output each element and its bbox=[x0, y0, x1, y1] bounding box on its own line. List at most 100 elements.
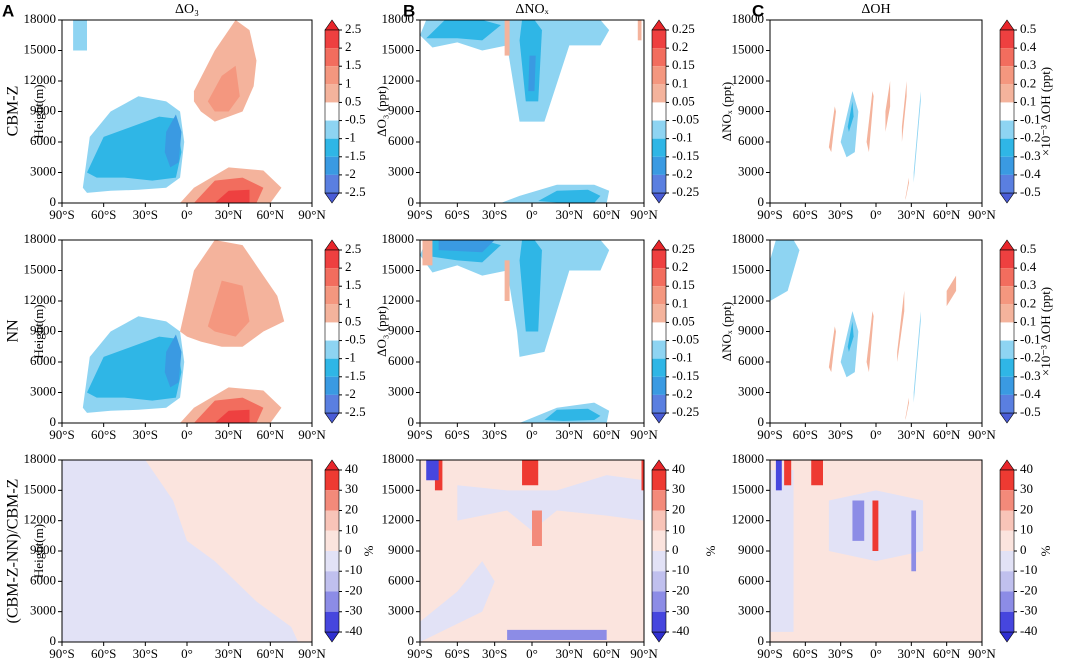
colorbar-segment bbox=[1000, 66, 1014, 85]
colorbar-segment bbox=[325, 48, 339, 67]
x-tick-label: 60°S bbox=[91, 207, 116, 222]
contour-region bbox=[214, 189, 250, 203]
panel-letter: A bbox=[2, 1, 14, 20]
y-tick-label: 6000 bbox=[388, 133, 414, 148]
colorbar-segment bbox=[1000, 611, 1014, 632]
y-tick-label: 3000 bbox=[388, 163, 414, 178]
colorbar-tick-label: 0.3 bbox=[1020, 277, 1036, 292]
x-tick-label: 30°S bbox=[482, 646, 507, 661]
colorbar-tick-label: 0.5 bbox=[1020, 21, 1036, 36]
y-tick-label: 9000 bbox=[30, 322, 56, 337]
colorbar-tick-label: -0.3 bbox=[1020, 368, 1041, 383]
y-tick-label: 0 bbox=[50, 633, 57, 648]
contour-region bbox=[164, 114, 182, 168]
x-tick-label: 30°S bbox=[133, 207, 158, 222]
x-tick-label: 0° bbox=[181, 646, 193, 661]
colorbar-tick-label: 1 bbox=[345, 295, 352, 310]
colorbar-tick-label: 20 bbox=[672, 501, 685, 516]
colorbar-extend bbox=[324, 412, 340, 424]
colorbar-segment bbox=[652, 394, 666, 413]
colorbar-tick-label: 40 bbox=[1020, 461, 1033, 476]
y-tick-label: 18000 bbox=[382, 11, 415, 26]
colorbar-segment bbox=[1000, 286, 1014, 305]
x-tick-label: 60°N bbox=[257, 207, 285, 222]
colorbar-frame bbox=[651, 249, 667, 414]
x-tick-label: 60°N bbox=[933, 427, 961, 442]
colorbar-segment bbox=[325, 322, 339, 341]
colorbar-tick-label: -0.15 bbox=[672, 148, 699, 163]
colorbar-segment bbox=[1000, 30, 1014, 49]
colorbar-tick-label: -0.2 bbox=[1020, 350, 1041, 365]
panel-letter: C bbox=[752, 1, 764, 20]
colorbar-tick-label: -0.2 bbox=[672, 386, 693, 401]
x-tick-label: 90°S bbox=[407, 427, 432, 442]
colorbar-extend bbox=[324, 239, 340, 251]
x-tick-label: 90°S bbox=[757, 427, 782, 442]
contour-region bbox=[507, 629, 607, 640]
y-tick-label: 3000 bbox=[388, 603, 414, 618]
row-label: (CBM-Z-NN)/CBM-Z bbox=[5, 479, 22, 624]
x-tick-label: 60°N bbox=[593, 427, 621, 442]
colorbar-tick-label: 0.4 bbox=[1020, 259, 1037, 274]
x-tick-label: 0° bbox=[181, 427, 193, 442]
colorbar-tick-label: -1 bbox=[345, 130, 356, 145]
plot-frame bbox=[769, 239, 983, 424]
x-tick-label: 30°N bbox=[556, 646, 584, 661]
y-tick-label: 15000 bbox=[24, 481, 57, 496]
x-tick-label: 90°N bbox=[298, 646, 326, 661]
colorbar-tick-label: -0.25 bbox=[672, 404, 699, 419]
colorbar-tick-label: -40 bbox=[1020, 623, 1037, 638]
colorbar-tick-label: 1 bbox=[345, 75, 352, 90]
colorbar-segment bbox=[325, 120, 339, 139]
colorbar-extend bbox=[651, 19, 667, 31]
x-tick-label: 90°N bbox=[968, 427, 996, 442]
colorbar-segment bbox=[325, 30, 339, 49]
x-tick-label: 30°S bbox=[828, 427, 853, 442]
colorbar-tick-label: -2 bbox=[345, 166, 356, 181]
colorbar-segment bbox=[325, 84, 339, 103]
y-tick-label: 9000 bbox=[388, 542, 414, 557]
colorbar-segment bbox=[652, 611, 666, 632]
colorbar-tick-label: 10 bbox=[345, 522, 358, 537]
colorbar-tick-label: 0.25 bbox=[672, 241, 695, 256]
colorbar-extend bbox=[651, 459, 667, 471]
colorbar-segment bbox=[325, 250, 339, 269]
colorbar-frame bbox=[999, 29, 1015, 194]
colorbar-segment bbox=[325, 102, 339, 121]
column-title: ΔOH bbox=[861, 2, 890, 17]
colorbar-segment bbox=[1000, 268, 1014, 287]
colorbar-segment bbox=[652, 322, 666, 341]
y-tick-label: 15000 bbox=[24, 261, 57, 276]
x-tick-label: 30°N bbox=[556, 427, 584, 442]
x-tick-label: 0° bbox=[526, 207, 538, 222]
colorbar-segment bbox=[325, 591, 339, 612]
y-tick-label: 18000 bbox=[732, 11, 765, 26]
contour-region bbox=[528, 55, 536, 92]
x-tick-label: 90°N bbox=[968, 207, 996, 222]
plot-area bbox=[420, 460, 644, 642]
x-tick-label: 90°S bbox=[49, 427, 74, 442]
colorbar-tick-label: -30 bbox=[345, 603, 362, 618]
y-tick-label: 6000 bbox=[738, 572, 764, 587]
contour-region bbox=[145, 460, 312, 642]
colorbar-segment bbox=[652, 358, 666, 377]
colorbar-segment bbox=[1000, 304, 1014, 323]
colorbar-frame bbox=[651, 29, 667, 194]
x-tick-label: 30°N bbox=[556, 207, 584, 222]
contour-region bbox=[544, 408, 601, 421]
colorbar-tick-label: 2 bbox=[345, 39, 352, 54]
x-tick-label: 90°N bbox=[630, 207, 658, 222]
x-tick-label: 60°S bbox=[793, 646, 818, 661]
colorbar-segment bbox=[1000, 138, 1014, 157]
contour-region bbox=[420, 240, 610, 357]
contour-region bbox=[422, 240, 433, 266]
contour-region bbox=[901, 81, 907, 142]
colorbar-label: % bbox=[703, 545, 718, 556]
x-tick-label: 90°N bbox=[630, 427, 658, 442]
colorbar-tick-label: -0.1 bbox=[672, 130, 693, 145]
y-tick-label: 15000 bbox=[732, 481, 765, 496]
colorbar-label: % bbox=[1038, 545, 1053, 556]
colorbar-segment bbox=[652, 138, 666, 157]
x-tick-label: 0° bbox=[870, 427, 882, 442]
